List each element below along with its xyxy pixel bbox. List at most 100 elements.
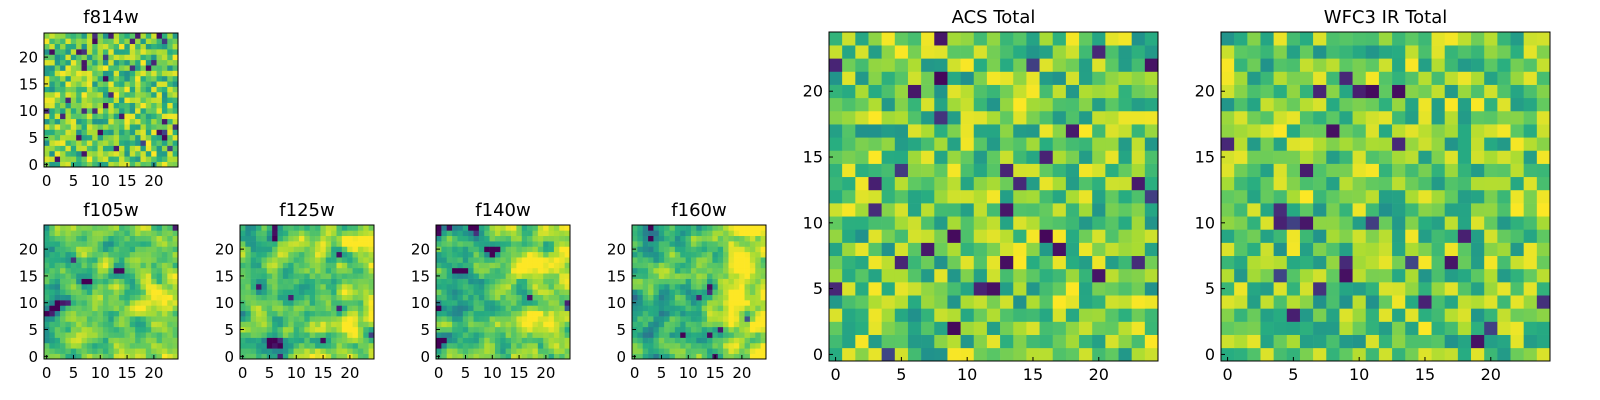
heatmap-cell xyxy=(473,305,480,312)
heatmap-cell xyxy=(145,161,152,168)
heatmap-cell xyxy=(108,326,114,333)
heatmap-cell xyxy=(1131,229,1146,243)
heatmap-cell xyxy=(288,321,294,328)
heatmap-cell xyxy=(1523,32,1538,46)
heatmap-cell xyxy=(172,321,179,328)
heatmap-cell xyxy=(1247,216,1261,230)
heatmap-cell xyxy=(145,38,152,45)
heatmap-cell xyxy=(119,246,125,253)
heatmap-cell xyxy=(653,348,660,354)
heatmap-cell xyxy=(145,97,152,103)
heatmap-cell xyxy=(161,342,168,349)
heatmap-cell xyxy=(86,241,93,247)
heatmap-cell xyxy=(537,267,544,274)
heatmap-cell xyxy=(1365,216,1380,230)
x-tick-label: 20 xyxy=(1481,365,1501,384)
heatmap-cell xyxy=(1378,255,1393,270)
x-tick-label: 5 xyxy=(265,364,275,382)
heatmap-cell xyxy=(739,321,745,328)
heatmap-cell xyxy=(446,273,453,279)
heatmap-cell xyxy=(1118,84,1132,99)
heatmap-cell xyxy=(527,321,533,328)
heatmap-cell xyxy=(559,246,565,253)
heatmap-cell xyxy=(637,246,644,253)
heatmap-cell xyxy=(642,348,649,354)
heatmap-cell xyxy=(658,310,665,317)
heatmap-cell xyxy=(986,242,1001,257)
heatmap-cell xyxy=(1536,321,1551,335)
heatmap-cell xyxy=(1247,347,1261,362)
heatmap-cell xyxy=(436,267,442,274)
heatmap-cell xyxy=(760,241,767,247)
heatmap-cell xyxy=(347,305,353,312)
heatmap-cell xyxy=(315,305,321,312)
heatmap-cell xyxy=(760,353,767,360)
heatmap-cell xyxy=(1105,97,1119,112)
heatmap-cell xyxy=(642,353,649,360)
heatmap-cell xyxy=(1484,45,1498,59)
heatmap-cell xyxy=(1052,163,1067,178)
heatmap-cell xyxy=(934,137,948,151)
heatmap-cell xyxy=(167,241,173,247)
heatmap-cell xyxy=(559,300,565,306)
heatmap-cell xyxy=(1405,229,1419,243)
heatmap-cell xyxy=(1131,32,1146,46)
heatmap-cell xyxy=(282,316,289,322)
heatmap-cell xyxy=(1131,84,1146,99)
heatmap-cell xyxy=(336,225,343,231)
heatmap-cell xyxy=(1299,58,1314,72)
heatmap-cell xyxy=(934,242,948,257)
heatmap-cell xyxy=(1313,308,1327,322)
heatmap-cell xyxy=(511,348,517,354)
heatmap-cell xyxy=(1405,282,1419,296)
heatmap-cell xyxy=(664,310,670,317)
heatmap-cell xyxy=(113,267,120,274)
heatmap-cell xyxy=(1523,321,1538,335)
heatmap-cell xyxy=(527,273,533,279)
heatmap-cell xyxy=(113,156,120,162)
heatmap-cell xyxy=(54,241,61,247)
heatmap-cell xyxy=(44,156,50,162)
heatmap-cell xyxy=(648,257,654,263)
heatmap-cell xyxy=(701,310,708,317)
heatmap-cell xyxy=(855,84,869,99)
heatmap-cell xyxy=(907,334,922,349)
heatmap-cell xyxy=(1484,321,1498,335)
heatmap-cell xyxy=(347,321,353,328)
heatmap-cell xyxy=(1026,137,1040,151)
heatmap-cell xyxy=(1418,282,1432,296)
heatmap-cell xyxy=(760,283,767,290)
heatmap-cell xyxy=(288,300,294,306)
heatmap-cell xyxy=(733,326,740,333)
heatmap-cell xyxy=(669,278,676,285)
heatmap-cell xyxy=(527,342,533,349)
heatmap-cell xyxy=(739,225,745,231)
heatmap-cell xyxy=(690,332,697,338)
heatmap-cell xyxy=(81,241,88,247)
heatmap-cell xyxy=(842,97,856,112)
heatmap-cell xyxy=(60,33,66,39)
heatmap-cell xyxy=(54,91,61,98)
heatmap-cell xyxy=(54,262,61,269)
heatmap-cell xyxy=(309,235,316,242)
heatmap-cell xyxy=(172,102,179,109)
heatmap-cell xyxy=(309,278,316,285)
heatmap-cell xyxy=(960,282,975,296)
heatmap-cell xyxy=(1457,347,1472,362)
heatmap-cell xyxy=(1326,282,1340,296)
heatmap-cell xyxy=(341,273,348,279)
heatmap-cell xyxy=(436,316,442,322)
heatmap-cell xyxy=(76,294,82,301)
heatmap-cell xyxy=(462,332,469,338)
heatmap-cell xyxy=(521,278,528,285)
heatmap-cell xyxy=(1326,176,1340,191)
heatmap-cell xyxy=(669,300,676,306)
heatmap-cell xyxy=(452,294,458,301)
heatmap-cell xyxy=(298,267,305,274)
heatmap-cell xyxy=(489,273,496,279)
heatmap-cell xyxy=(744,316,751,322)
heatmap-cell xyxy=(282,273,289,279)
heatmap-cell xyxy=(1418,268,1432,283)
heatmap-cell xyxy=(532,262,539,269)
